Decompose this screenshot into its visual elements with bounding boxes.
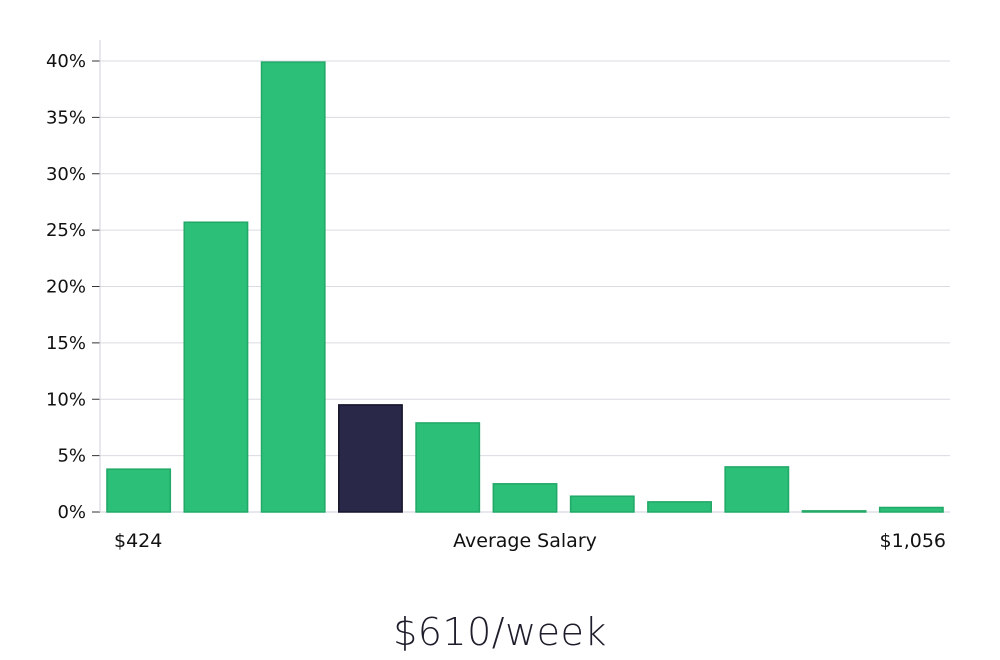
y-tick-label: 25% — [46, 220, 86, 241]
bar — [415, 422, 481, 513]
y-tick-label: 30% — [46, 164, 86, 185]
x-axis-max-label: $1,056 — [880, 530, 946, 552]
bar — [647, 501, 712, 513]
bar — [260, 61, 326, 513]
bar — [492, 483, 558, 513]
y-tick-label: 35% — [46, 107, 86, 128]
y-tick-label: 20% — [46, 277, 86, 298]
y-tick-label: 40% — [46, 51, 86, 72]
bar — [106, 468, 172, 513]
y-tick-label: 10% — [46, 389, 86, 410]
salary-histogram: 0% 5% 10% 15% 20% 25% 30% 35% 40% $424 Average S… — [46, 40, 950, 552]
bars — [106, 61, 944, 513]
bar-highlighted — [338, 404, 403, 513]
y-tick-label: 5% — [57, 446, 86, 467]
bar — [569, 495, 635, 513]
y-tick-label: 15% — [46, 333, 86, 354]
bar — [801, 510, 867, 513]
average-salary-value: $610/week — [393, 610, 607, 654]
y-axis-tick-labels: 0% 5% 10% 15% 20% 25% 30% 35% 40% — [46, 51, 86, 523]
y-tick-label: 0% — [57, 502, 86, 523]
bar — [724, 466, 790, 513]
x-axis-label: Average Salary — [453, 530, 597, 552]
bar — [183, 221, 249, 513]
bar — [878, 506, 944, 513]
x-axis-min-label: $424 — [114, 530, 162, 552]
